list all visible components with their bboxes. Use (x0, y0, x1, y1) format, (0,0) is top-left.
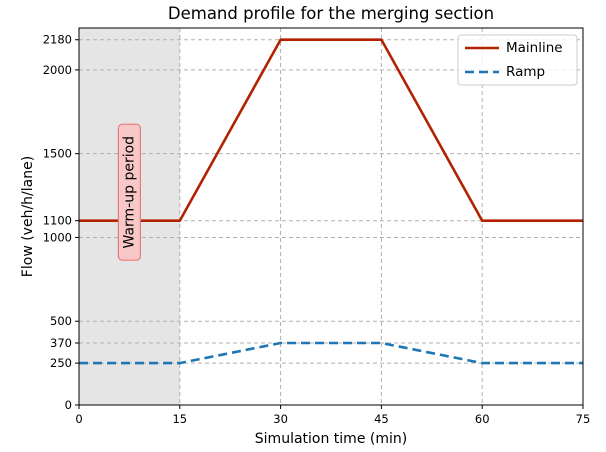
series-line-mainline (79, 38, 583, 222)
x-tick-label: 15 (172, 412, 187, 426)
x-tick-label: 45 (374, 412, 389, 426)
y-tick-label: 1500 (43, 147, 72, 161)
legend-label-ramp: Ramp (506, 64, 545, 80)
axis-ticks: 0 15 30 45 60 75 0 250 370 500 1000 1100 1500 2000 218… (43, 33, 591, 426)
plot-frame (78, 27, 584, 406)
y-tick-label: 2180 (43, 33, 72, 47)
legend-label-mainline: Mainline (506, 40, 563, 56)
x-axis-label: Simulation time (min) (255, 431, 407, 447)
y-tick-label: 0 (65, 398, 72, 412)
chart-title: Demand profile for the merging section (168, 4, 494, 23)
x-tick-label: 60 (475, 412, 490, 426)
y-tick-label: 250 (50, 356, 72, 370)
y-tick-label: 370 (50, 336, 72, 350)
x-tick-label: 75 (576, 412, 591, 426)
y-tick-label: 2000 (43, 63, 72, 77)
legend: Mainline Ramp (457, 34, 578, 86)
x-tick-label: 30 (273, 412, 288, 426)
series-layer (79, 38, 583, 365)
y-tick-label: 1000 (43, 230, 72, 244)
series-line-ramp (79, 341, 583, 365)
y-axis-label: Flow (veh/h/lane) (20, 156, 36, 277)
warm-up-annotation: Warm-up period (117, 123, 141, 261)
y-tick-label: 1100 (43, 214, 72, 228)
x-tick-label: 0 (75, 412, 82, 426)
y-tick-label: 500 (50, 314, 72, 328)
annotation-box (117, 123, 141, 261)
annotation-text: Warm-up period (121, 136, 137, 249)
